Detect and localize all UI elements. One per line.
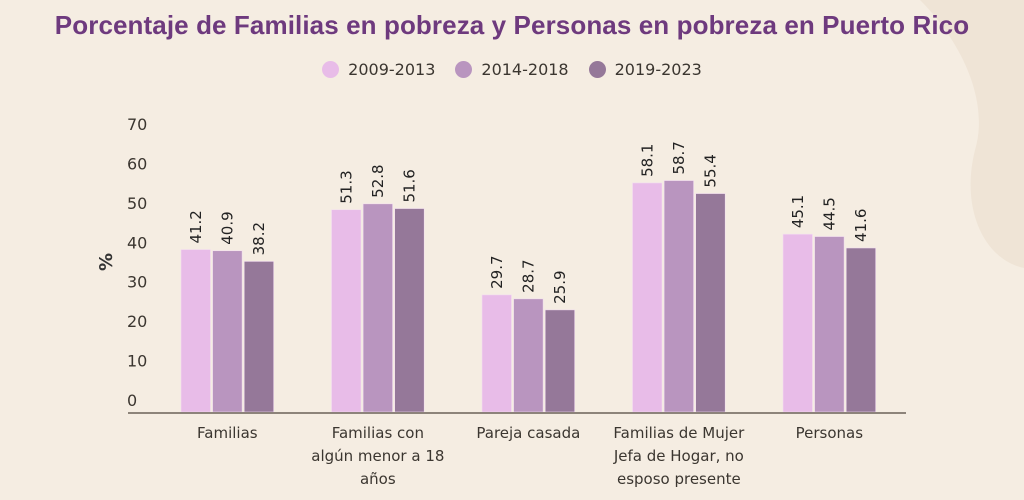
data-label: 28.7 bbox=[519, 259, 537, 292]
bar bbox=[695, 193, 726, 413]
y-tick-label: 20 bbox=[127, 312, 147, 331]
legend-swatch bbox=[322, 61, 340, 78]
legend-item-0: 2009-2013 bbox=[322, 60, 435, 79]
legend-item-2: 2019-2023 bbox=[588, 60, 702, 79]
chart-title: Porcentaje de Familias en pobreza y Pers… bbox=[54, 10, 970, 40]
y-tick-label: 0 bbox=[127, 391, 137, 410]
data-label: 38.2 bbox=[250, 222, 268, 255]
data-label: 58.1 bbox=[638, 144, 656, 177]
y-tick-label: 30 bbox=[127, 273, 147, 292]
data-label: 51.6 bbox=[400, 169, 418, 202]
x-category-label: Pareja casada bbox=[476, 424, 580, 442]
legend: 2009-2013 2014-2018 2019-2023 bbox=[0, 60, 1024, 79]
data-label: 29.7 bbox=[488, 255, 506, 288]
data-label: 41.6 bbox=[852, 209, 870, 242]
data-label: 52.8 bbox=[369, 164, 387, 197]
legend-item-1: 2014-2018 bbox=[455, 60, 569, 79]
x-category-label: algún menor a 18 bbox=[311, 447, 444, 465]
data-label: 40.9 bbox=[218, 211, 236, 244]
data-label: 25.9 bbox=[551, 270, 569, 303]
bar bbox=[513, 298, 544, 413]
data-label: 41.2 bbox=[187, 210, 205, 243]
x-category-label: años bbox=[360, 470, 396, 488]
legend-label: 2009-2013 bbox=[348, 60, 436, 79]
bar bbox=[782, 233, 813, 413]
bar bbox=[814, 236, 845, 413]
bar bbox=[362, 203, 393, 413]
legend-label: 2014-2018 bbox=[481, 60, 569, 79]
x-category-label: Familias con bbox=[332, 424, 424, 442]
data-label: 55.4 bbox=[701, 154, 719, 187]
data-label: 58.7 bbox=[670, 141, 688, 174]
x-category-label: Familias de Mujer bbox=[613, 424, 745, 442]
y-tick-label: 50 bbox=[127, 194, 147, 213]
bar bbox=[544, 309, 576, 413]
data-label: 45.1 bbox=[789, 195, 807, 228]
y-tick-label: 40 bbox=[127, 233, 147, 252]
data-label: 51.3 bbox=[337, 170, 355, 203]
y-tick-label: 70 bbox=[127, 115, 147, 134]
y-tick-label: 60 bbox=[127, 154, 147, 173]
legend-swatch bbox=[455, 61, 473, 78]
bar bbox=[845, 247, 877, 413]
y-tick-label: 10 bbox=[127, 352, 147, 371]
bar bbox=[180, 249, 211, 413]
x-category-label: Familias bbox=[197, 424, 258, 442]
x-category-label: Personas bbox=[796, 424, 864, 442]
bar bbox=[394, 208, 425, 413]
bar bbox=[663, 180, 694, 413]
legend-swatch bbox=[588, 61, 606, 78]
legend-label: 2019-2023 bbox=[614, 60, 702, 79]
bar bbox=[481, 294, 512, 413]
bar bbox=[331, 209, 362, 413]
x-category-label: Jefa de Hogar, no bbox=[613, 447, 744, 465]
bar bbox=[243, 261, 274, 413]
bar bbox=[632, 182, 663, 413]
data-label: 44.5 bbox=[820, 197, 838, 230]
bar bbox=[212, 250, 243, 413]
y-axis-label: % bbox=[96, 253, 117, 271]
x-category-label: esposo presente bbox=[617, 470, 741, 488]
